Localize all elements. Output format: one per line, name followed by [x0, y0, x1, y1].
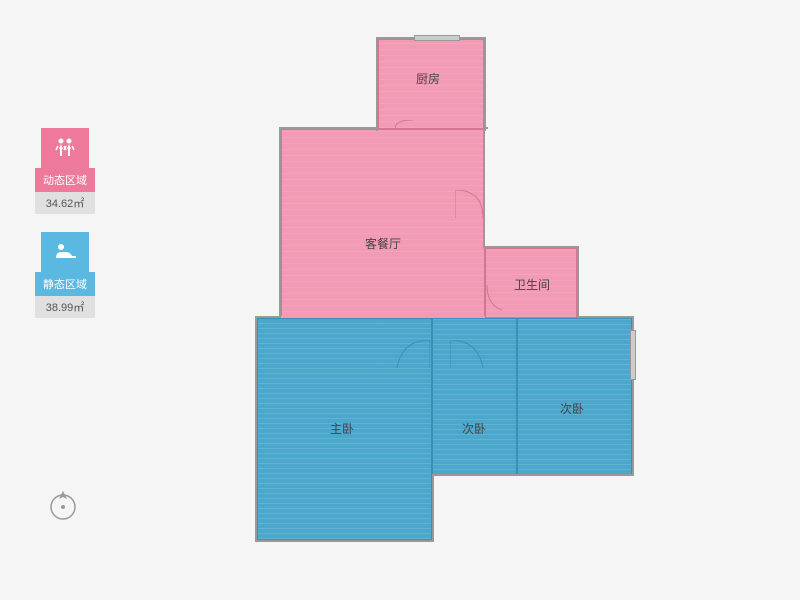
room-bedroom3	[517, 318, 632, 476]
door-bathroom	[484, 285, 502, 315]
outer-wall-6	[255, 540, 434, 544]
legend-dynamic-value: 34.62㎡	[35, 192, 95, 214]
outer-wall-11	[577, 246, 581, 318]
legend-static-value: 38.99㎡	[35, 296, 95, 318]
static-zone-icon	[41, 232, 89, 272]
dynamic-zone-icon	[41, 128, 89, 168]
label-living: 客餐厅	[365, 235, 401, 252]
outer-wall-7	[432, 476, 436, 542]
door-bedroom2	[450, 340, 488, 370]
legend-dynamic-label: 动态区域	[35, 168, 95, 192]
door-living	[455, 190, 485, 230]
compass-icon	[45, 487, 81, 523]
label-bedroom3: 次卧	[560, 400, 584, 417]
door-kitchen	[395, 120, 433, 138]
legend-static-label: 静态区域	[35, 272, 95, 296]
legend-static: 静态区域 38.99㎡	[35, 232, 95, 318]
label-bathroom: 卫生间	[514, 276, 550, 293]
label-bedroom2: 次卧	[462, 420, 486, 437]
window-bedroom3	[630, 330, 636, 380]
label-master: 主卧	[330, 420, 354, 437]
legend-panel: 动态区域 34.62㎡ 静态区域 38.99㎡	[35, 128, 95, 336]
window-kitchen-top	[414, 35, 460, 41]
legend-dynamic: 动态区域 34.62㎡	[35, 128, 95, 214]
door-master	[392, 340, 430, 370]
label-kitchen: 厨房	[416, 70, 440, 87]
